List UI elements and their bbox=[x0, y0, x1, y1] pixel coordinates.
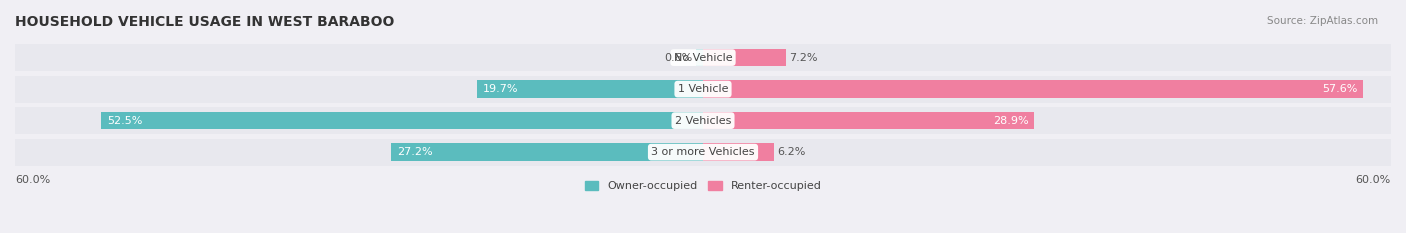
Text: 3 or more Vehicles: 3 or more Vehicles bbox=[651, 147, 755, 157]
Bar bbox=[15, 139, 703, 165]
Bar bbox=[703, 139, 1391, 165]
Text: 1 Vehicle: 1 Vehicle bbox=[678, 84, 728, 94]
Text: 0.6%: 0.6% bbox=[665, 53, 693, 63]
Bar bbox=[696, 49, 703, 66]
Text: 57.6%: 57.6% bbox=[1323, 84, 1358, 94]
Bar bbox=[15, 76, 703, 103]
Bar bbox=[703, 107, 1391, 134]
Bar bbox=[391, 144, 703, 161]
Text: 19.7%: 19.7% bbox=[482, 84, 519, 94]
Text: 52.5%: 52.5% bbox=[107, 116, 142, 126]
Text: No Vehicle: No Vehicle bbox=[673, 53, 733, 63]
Text: 28.9%: 28.9% bbox=[993, 116, 1029, 126]
Bar bbox=[15, 44, 703, 71]
Bar bbox=[703, 144, 775, 161]
Bar bbox=[703, 112, 1035, 129]
Bar bbox=[703, 44, 1391, 71]
Text: 2 Vehicles: 2 Vehicles bbox=[675, 116, 731, 126]
Bar bbox=[101, 112, 703, 129]
Text: 60.0%: 60.0% bbox=[1355, 175, 1391, 185]
Bar bbox=[477, 80, 703, 98]
Bar bbox=[15, 107, 703, 134]
Text: 7.2%: 7.2% bbox=[789, 53, 817, 63]
Text: Source: ZipAtlas.com: Source: ZipAtlas.com bbox=[1267, 16, 1378, 26]
Bar bbox=[703, 80, 1364, 98]
Legend: Owner-occupied, Renter-occupied: Owner-occupied, Renter-occupied bbox=[585, 181, 821, 192]
Text: 60.0%: 60.0% bbox=[15, 175, 51, 185]
Text: 6.2%: 6.2% bbox=[778, 147, 806, 157]
Bar bbox=[703, 76, 1391, 103]
Text: HOUSEHOLD VEHICLE USAGE IN WEST BARABOO: HOUSEHOLD VEHICLE USAGE IN WEST BARABOO bbox=[15, 15, 394, 29]
Bar bbox=[703, 49, 786, 66]
Text: 27.2%: 27.2% bbox=[396, 147, 433, 157]
